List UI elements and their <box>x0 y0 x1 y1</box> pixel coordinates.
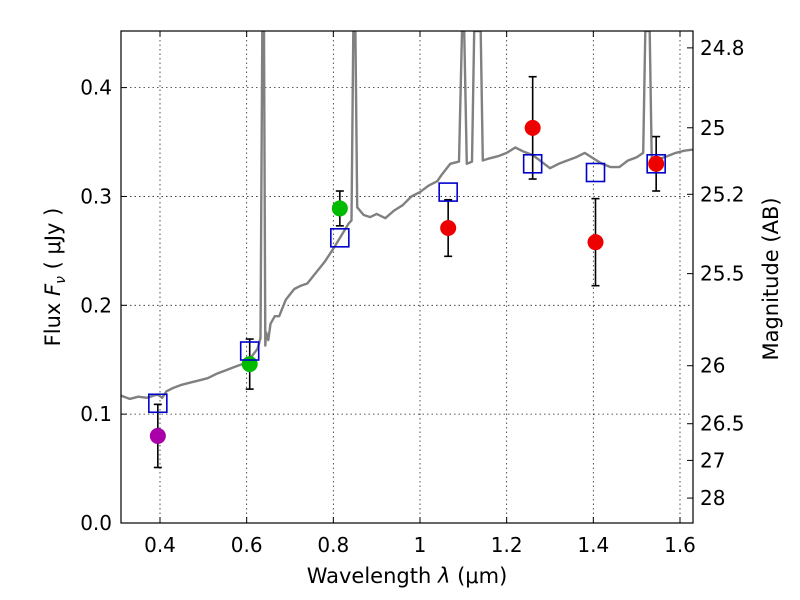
observed-point <box>149 427 166 444</box>
right-tick-label: 24.8 <box>700 36 745 60</box>
y-axis-label: Flux Fν ( μJy ) <box>41 208 69 347</box>
right-tick-label: 28 <box>700 486 725 510</box>
model-square <box>438 182 458 202</box>
model-square <box>585 162 606 183</box>
observed-point <box>241 356 258 373</box>
model-square <box>148 393 168 414</box>
error-bars <box>153 75 661 469</box>
x-tick-label: 0.8 <box>317 533 349 557</box>
observed-point <box>440 220 457 237</box>
y-tick-label: 0.1 <box>80 402 112 426</box>
model-square <box>522 153 543 174</box>
y-axis-right-label: Magnitude (AB) <box>759 197 783 360</box>
y-tick-label: 0.0 <box>80 511 112 535</box>
x-tick-label: 1 <box>414 533 427 557</box>
right-tick-label: 26.5 <box>700 412 745 436</box>
model-square <box>330 228 350 248</box>
right-tick-label: 25 <box>700 116 725 140</box>
model-square <box>646 153 666 174</box>
grid-lines <box>121 31 693 524</box>
x-tick-label: 0.4 <box>144 533 176 557</box>
axis-ticks <box>121 31 693 524</box>
y-tick-label: 0.3 <box>80 184 112 208</box>
observed-point <box>648 155 665 172</box>
y-tick-label: 0.2 <box>80 293 112 317</box>
spectrum-layer <box>121 31 693 401</box>
tick-labels: 0.4 0.6 0.8 1 1.2 1.4 1.6 0.0 0.1 0.2 0.3 0.4 24.8 25… <box>80 36 744 557</box>
observed-point <box>331 200 348 217</box>
y-tick-label: 0.4 <box>80 76 112 100</box>
plot-frame <box>120 30 694 524</box>
right-tick-label: 27 <box>700 448 725 472</box>
right-tick-label: 25.2 <box>700 182 745 206</box>
x-axis-label: Wavelength λ (μm) <box>307 564 508 588</box>
x-tick-label: 1.6 <box>664 533 696 557</box>
x-tick-label: 0.6 <box>231 533 263 557</box>
x-tick-label: 1.4 <box>577 533 609 557</box>
observed-point <box>587 234 604 251</box>
right-tick-label: 26 <box>700 354 725 378</box>
model-photometry <box>148 153 666 414</box>
right-tick-label: 25.5 <box>700 262 745 286</box>
x-tick-label: 1.2 <box>491 533 523 557</box>
model-square <box>239 341 260 361</box>
spectrum-line <box>121 31 693 401</box>
observed-point <box>524 119 541 136</box>
